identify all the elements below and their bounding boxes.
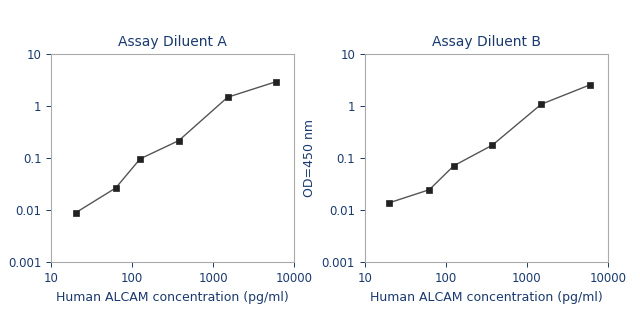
Y-axis label: OD=450 nm: OD=450 nm <box>303 119 316 197</box>
Y-axis label: OD=450 nm: OD=450 nm <box>0 119 3 197</box>
Title: Assay Diluent B: Assay Diluent B <box>432 35 541 49</box>
Title: Assay Diluent A: Assay Diluent A <box>118 35 227 49</box>
X-axis label: Human ALCAM concentration (pg/ml): Human ALCAM concentration (pg/ml) <box>370 291 603 304</box>
X-axis label: Human ALCAM concentration (pg/ml): Human ALCAM concentration (pg/ml) <box>56 291 289 304</box>
